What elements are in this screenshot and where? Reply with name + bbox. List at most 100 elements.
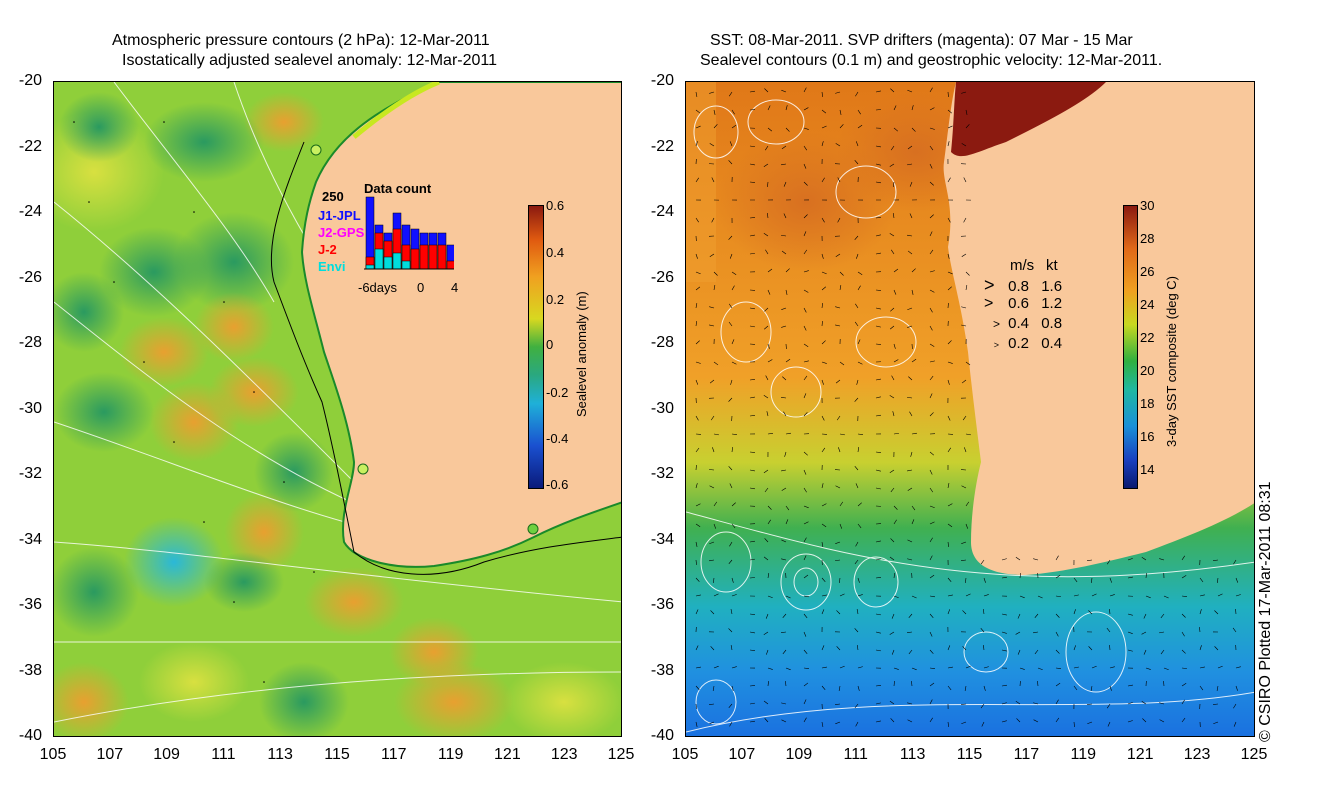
velocity-arrow — [947, 141, 950, 147]
velocity-arrow — [929, 325, 933, 331]
velocity-arrow — [821, 286, 827, 291]
velocity-arrow — [875, 702, 881, 705]
velocity-arrow — [821, 415, 825, 421]
velocity-arrow — [1073, 594, 1079, 597]
velocity-arrow — [764, 307, 769, 312]
y-axis-tick-label: -36 — [650, 596, 674, 613]
velocity-arrow — [929, 505, 935, 509]
velocity-arrow — [835, 143, 841, 147]
inset-bar — [365, 264, 375, 270]
velocity-arrow — [821, 177, 825, 183]
velocity-arrow — [821, 685, 826, 691]
velocity-arrow — [875, 649, 881, 652]
velocity-arrow — [947, 666, 953, 669]
velocity-arrow — [893, 680, 895, 687]
velocity-arrow — [709, 559, 715, 562]
velocity-arrow — [875, 469, 881, 472]
velocity-arrow — [713, 593, 719, 597]
y-axis-tick-label: -34 — [650, 530, 674, 548]
velocity-arrow — [803, 127, 809, 130]
sst-colorbar — [1123, 205, 1138, 489]
velocity-arrow — [749, 181, 755, 183]
sealevel-colorbar — [528, 205, 544, 489]
velocity-arrow — [857, 109, 861, 115]
velocity-arrow — [1160, 613, 1165, 619]
velocity-arrow — [947, 577, 952, 583]
velocity-arrow — [983, 666, 989, 669]
velocity-arrow — [983, 645, 985, 651]
velocity-arrow — [821, 109, 827, 114]
inset-bars — [364, 196, 454, 270]
sea-level-contours — [686, 99, 1254, 733]
velocity-arrow — [875, 163, 881, 166]
velocity-arrow — [803, 699, 807, 705]
velocity-arrow — [1109, 577, 1112, 583]
pilbara-warm-coast — [951, 82, 1106, 157]
velocity-arrow — [728, 160, 733, 165]
velocity-arrow — [835, 306, 841, 309]
velocity-arrow — [695, 483, 698, 489]
velocity-arrow — [763, 469, 769, 474]
velocity-arrow — [749, 163, 755, 166]
velocity-arrow — [911, 519, 915, 525]
velocity-arrow — [781, 539, 787, 543]
velocity-arrow — [764, 718, 769, 723]
velocity-arrow — [728, 559, 733, 565]
velocity-arrow — [731, 339, 735, 345]
colorbar-tick: 22 — [1140, 330, 1155, 345]
velocity-arrow — [785, 127, 790, 132]
velocity-arrow — [1127, 558, 1133, 561]
velocity-arrow — [821, 340, 826, 345]
velocity-arrow — [1001, 649, 1007, 652]
velocity-arrow — [695, 577, 700, 582]
velocity-arrow — [947, 483, 950, 489]
velocity-arrow — [782, 376, 787, 381]
velocity-arrow — [893, 667, 899, 670]
x-axis-tick-label: 117 — [1013, 746, 1040, 763]
velocity-arrow — [929, 343, 935, 347]
velocity-arrow — [767, 505, 772, 510]
velocity-arrow — [835, 541, 841, 544]
velocity-arrow — [875, 685, 881, 687]
velocity-arrow — [749, 396, 755, 399]
velocity-arrow — [1127, 613, 1133, 616]
velocity-arrow — [929, 127, 935, 130]
velocity-arrow — [1015, 700, 1021, 705]
velocity-legend-row: > 0.6 1.2 — [984, 295, 1063, 312]
velocity-arrow — [749, 145, 755, 148]
velocity-arrow — [911, 505, 916, 511]
velocity-arrow — [1217, 665, 1223, 669]
velocity-arrow — [947, 609, 951, 615]
velocity-arrow — [749, 307, 755, 310]
velocity-arrow — [855, 91, 859, 97]
velocity-arrow — [695, 321, 698, 327]
velocity-arrow — [947, 253, 950, 259]
velocity-arrow — [821, 483, 824, 489]
velocity-arrow — [889, 631, 895, 635]
velocity-arrow — [821, 609, 825, 615]
velocity-arrow — [765, 145, 769, 151]
velocity-arrow — [857, 685, 860, 691]
velocity-arrow — [1181, 631, 1185, 637]
velocity-arrow — [821, 379, 824, 385]
velocity-arrow — [695, 361, 701, 364]
velocity-arrow — [929, 682, 935, 687]
velocity-arrow — [929, 595, 935, 598]
velocity-arrow — [1163, 595, 1169, 599]
velocity-arrow — [1159, 702, 1165, 705]
velocity-arrow — [983, 594, 989, 597]
velocity-arrow — [929, 574, 935, 579]
velocity-arrow — [708, 469, 715, 471]
velocity-arrow — [767, 432, 773, 435]
velocity-arrow — [1016, 718, 1021, 723]
velocity-arrow — [1181, 667, 1187, 669]
velocity-arrow — [838, 685, 841, 691]
x-axis-tick-label: 121 — [1126, 746, 1154, 763]
velocity-arrow — [836, 646, 841, 651]
velocity-arrow — [821, 577, 826, 582]
velocity-arrow — [785, 519, 789, 525]
velocity-arrow — [709, 721, 715, 725]
velocity-arrow — [835, 324, 841, 327]
right-title-line1: SST: 08-Mar-2011. SVP drifters (magenta)… — [710, 32, 1133, 49]
velocity-arrow — [781, 145, 787, 150]
